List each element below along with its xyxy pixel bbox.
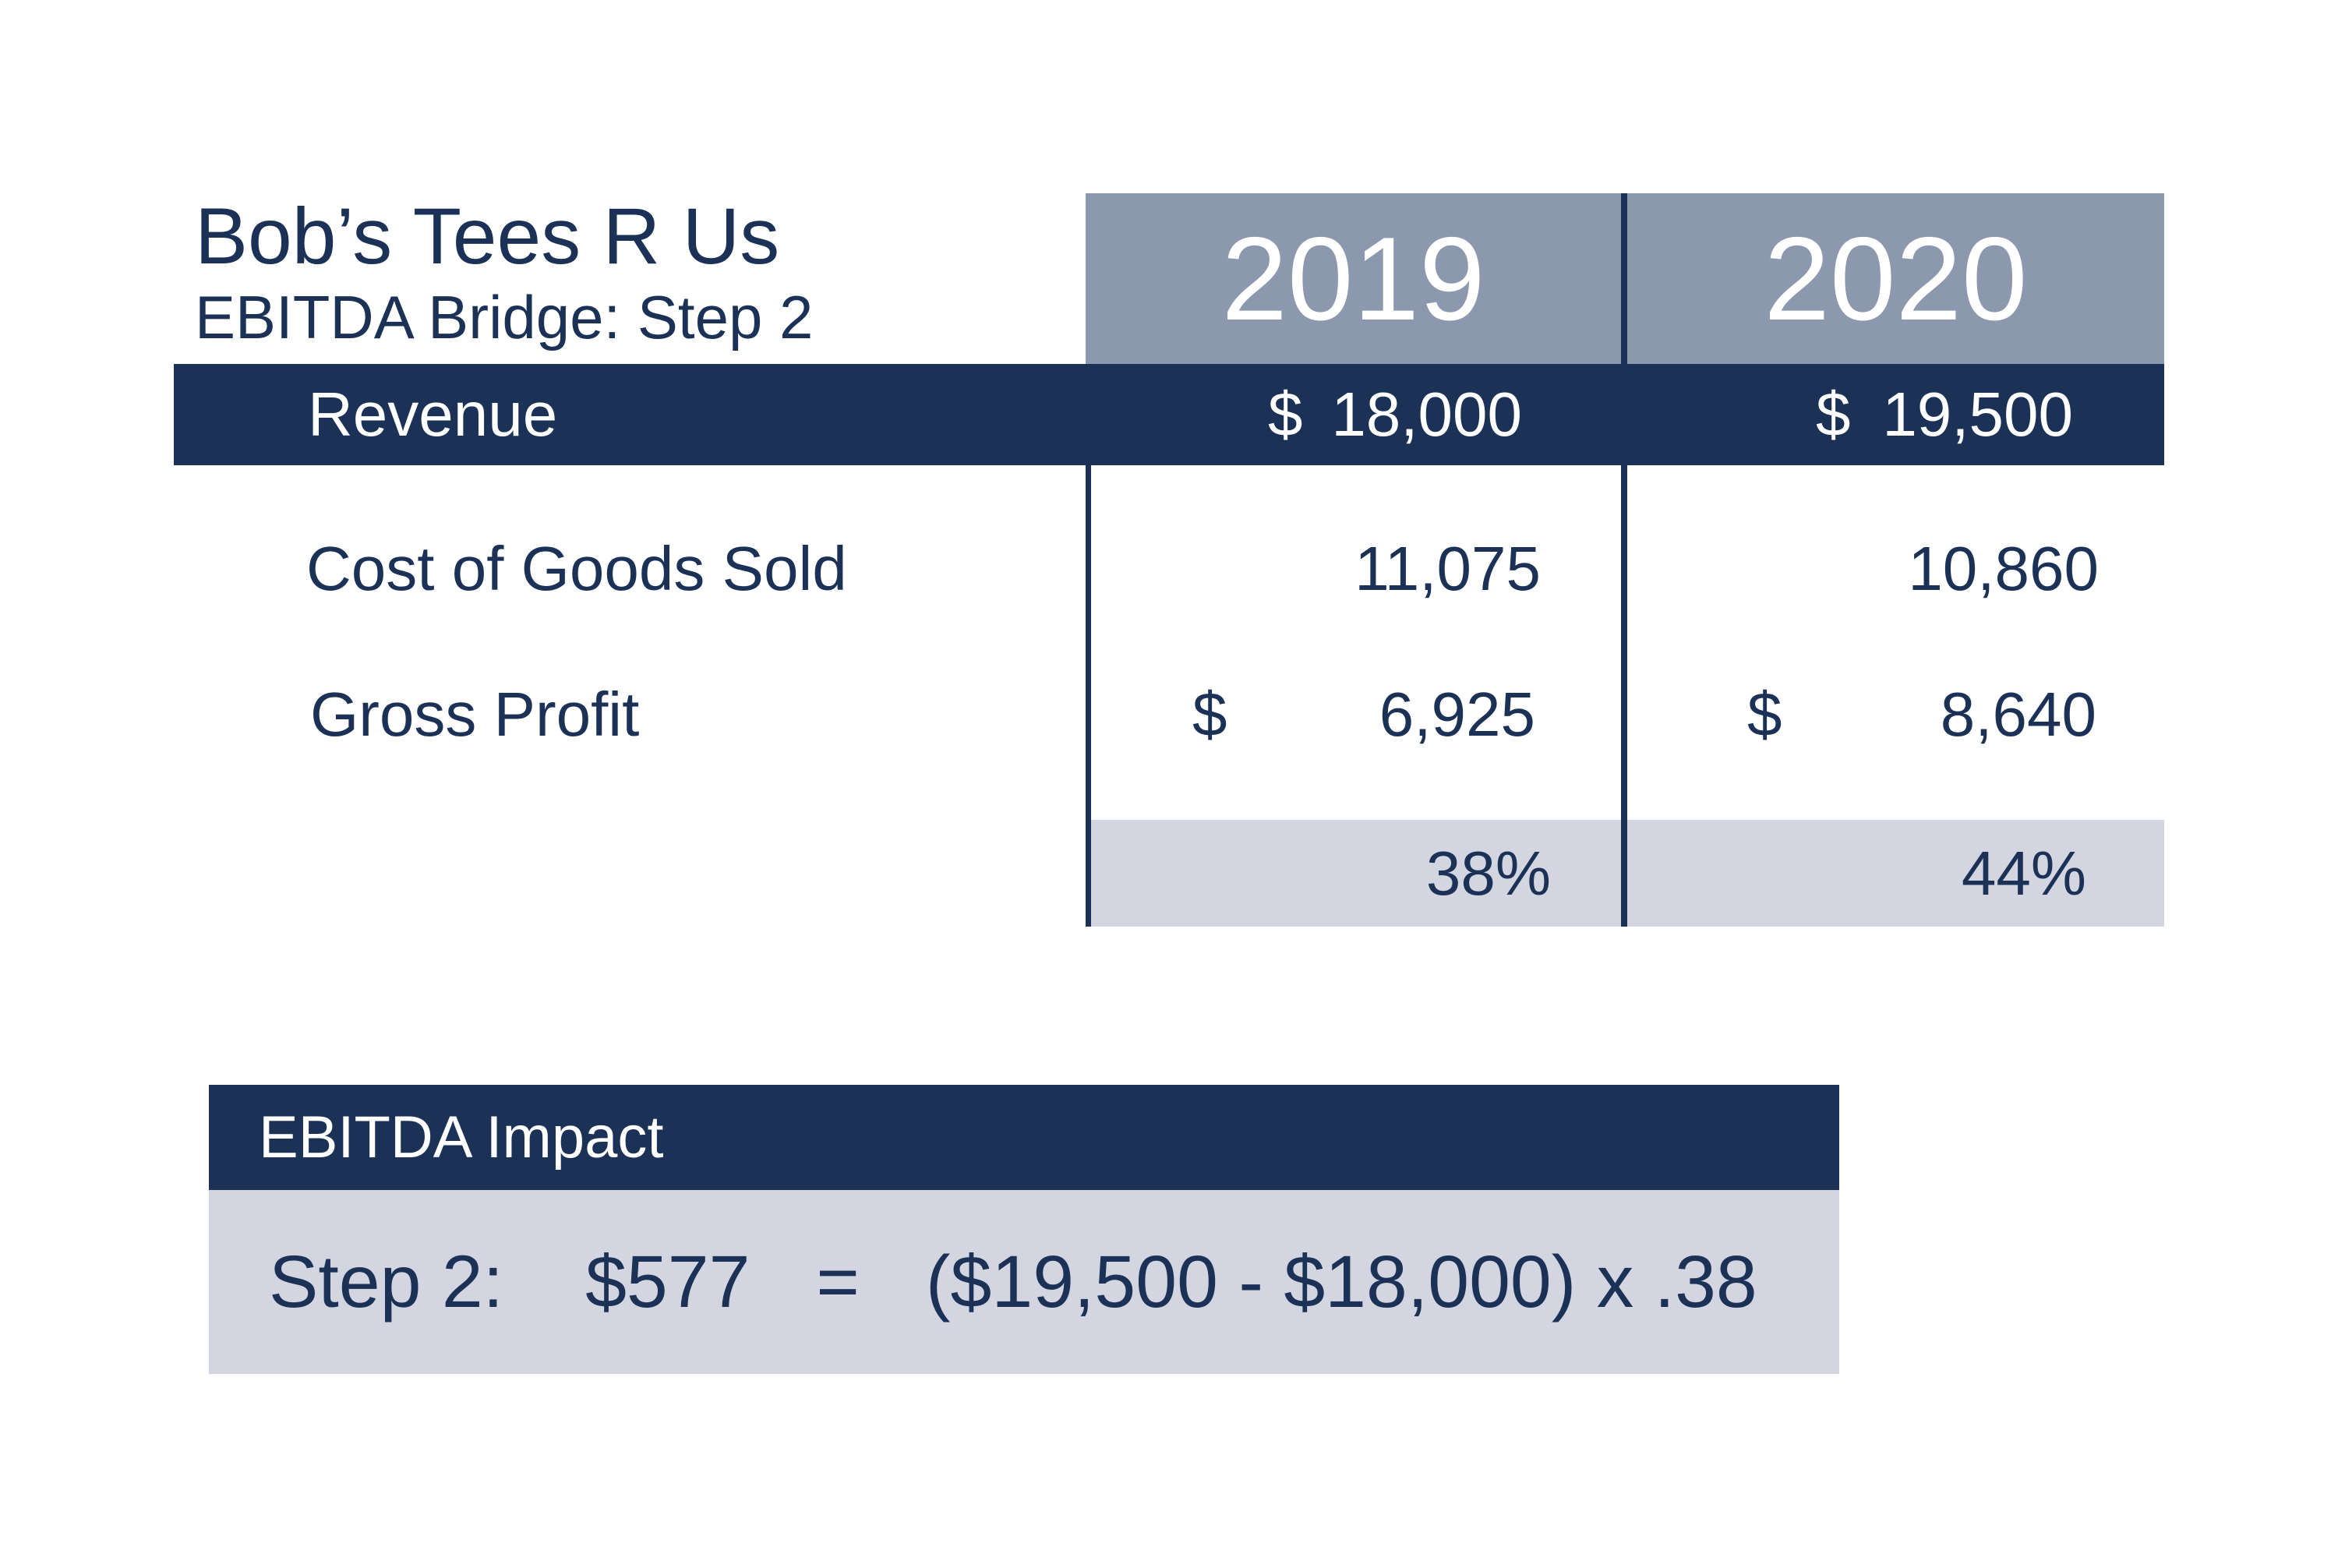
step-value: $577	[585, 1240, 750, 1323]
revenue-2020-value: 19,500	[1882, 380, 2073, 449]
ebitda-impact-header: EBITDA Impact	[209, 1085, 1839, 1190]
column-divider-line	[1621, 193, 1627, 927]
gross-profit-2020-dollar-sign: $	[1747, 680, 1782, 749]
year-header-2020: 2020	[1627, 193, 2164, 364]
gross-margin-2020-value: 44%	[1961, 839, 2086, 908]
company-title: Bob’s Tees R Us	[195, 192, 780, 281]
equals-sign: =	[816, 1240, 860, 1323]
revenue-2019-value: 18,000	[1331, 380, 1522, 449]
step-label: Step 2:	[269, 1240, 504, 1323]
revenue-row-label: Revenue	[308, 380, 558, 449]
table-left-border-line	[1086, 465, 1091, 927]
year-2020-label: 2020	[1764, 212, 2028, 345]
revenue-row-bar	[174, 364, 2164, 465]
slide-subtitle: EBITDA Bridge: Step 2	[195, 283, 814, 351]
ebitda-impact-body: Step 2: $577 = ($19,500 - $18,000) x .38	[209, 1190, 1839, 1374]
cogs-row-label: Cost of Goods Sold	[306, 534, 847, 603]
revenue-2020-dollar-sign: $	[1816, 380, 1851, 449]
gross-profit-2019-dollar-sign: $	[1192, 680, 1227, 749]
gross-profit-row-label: Gross Profit	[310, 680, 640, 749]
ebitda-impact-title: EBITDA Impact	[259, 1104, 664, 1171]
gross-margin-2019-value: 38%	[1425, 839, 1551, 908]
gross-profit-2020-value: 8,640	[1940, 680, 2096, 749]
cogs-2019-value: 11,075	[1354, 534, 1541, 603]
step-expression: ($19,500 - $18,000) x .38	[925, 1240, 1757, 1323]
year-header-2019: 2019	[1086, 193, 1621, 364]
gross-profit-2019-value: 6,925	[1379, 680, 1535, 749]
year-2019-label: 2019	[1221, 212, 1485, 345]
cogs-2020-value: 10,860	[1908, 534, 2099, 603]
revenue-2019-dollar-sign: $	[1268, 380, 1303, 449]
